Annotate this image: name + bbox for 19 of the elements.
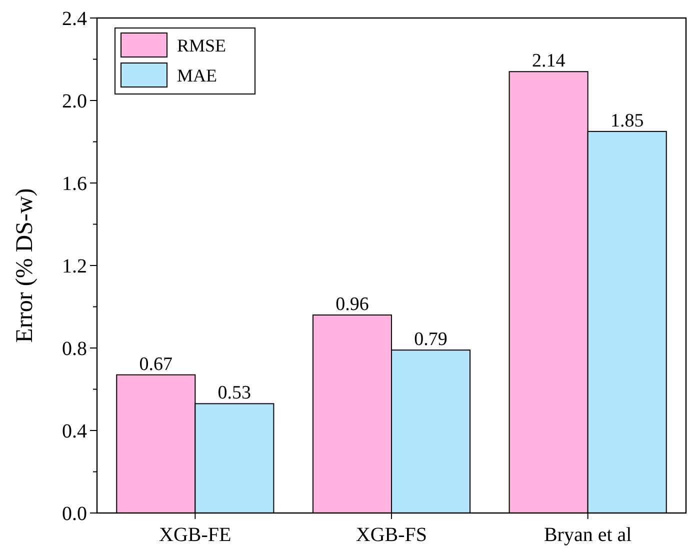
text: 1.6 — [62, 173, 87, 195]
data-label: 1.85 — [610, 110, 644, 132]
data-label: 0.79 — [414, 329, 448, 350]
x-tick-label: XGB-FS — [356, 524, 428, 546]
text: 2.0 — [62, 90, 87, 112]
x-tick-label: XGB-FE — [159, 524, 232, 546]
data-label: 0.67 — [139, 354, 173, 375]
data-label: 0.53 — [218, 382, 252, 404]
y-axis-title: Error (% DS-w) — [12, 188, 38, 343]
data-label: 2.14 — [532, 50, 566, 72]
legend-label: RMSE — [177, 35, 226, 56]
x-tick-label: Bryan et al — [544, 524, 632, 546]
data-label: 0.96 — [336, 294, 369, 315]
text: 1.2 — [62, 256, 87, 278]
legend-label: MAE — [177, 65, 218, 86]
text: 0.0 — [62, 503, 87, 525]
text: 0.4 — [62, 420, 87, 442]
text: 2.4 — [62, 8, 87, 30]
text: 0.8 — [62, 338, 87, 360]
